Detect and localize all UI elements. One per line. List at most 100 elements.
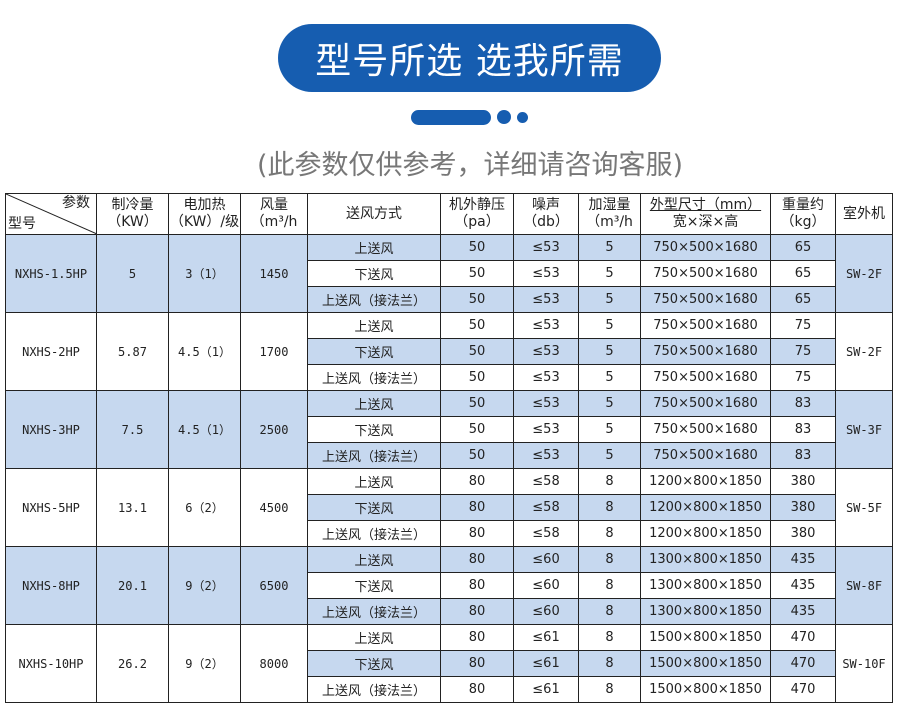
pressure-cell: 80 xyxy=(440,494,514,521)
cooling-cell: 5.87 xyxy=(96,312,169,391)
header-row: 参数 型号 制冷量 （KW） 电加热 （KW）/级 风量 （m³/h 送风方式 机外静… xyxy=(5,193,893,235)
airflow-cell: 8000 xyxy=(240,624,308,703)
size-cell: 750×500×1680 xyxy=(640,286,771,313)
size-cell: 1300×800×1850 xyxy=(640,598,771,625)
noise-cell: ≤53 xyxy=(513,364,579,391)
humid-cell: 5 xyxy=(578,364,641,391)
noise-cell: ≤53 xyxy=(513,416,579,443)
weight-cell: 75 xyxy=(770,312,836,339)
outdoor-unit-cell: SW-2F xyxy=(835,312,893,391)
model-cell: NXHS-10HP xyxy=(5,624,97,703)
humid-cell: 5 xyxy=(578,260,641,287)
noise-cell: ≤53 xyxy=(513,390,579,417)
pressure-cell: 50 xyxy=(440,260,514,287)
humid-cell: 8 xyxy=(578,624,641,651)
model-cell: NXHS-2HP xyxy=(5,312,97,391)
weight-cell: 65 xyxy=(770,286,836,313)
header-weight: 重量约 （kg） xyxy=(770,193,836,235)
airflow-cell: 6500 xyxy=(240,546,308,625)
pressure-cell: 50 xyxy=(440,416,514,443)
noise-cell: ≤53 xyxy=(513,442,579,469)
outdoor-unit-cell: SW-10F xyxy=(835,624,893,703)
supply-mode-cell: 上送风 xyxy=(307,312,441,339)
cooling-cell: 13.1 xyxy=(96,468,169,547)
weight-cell: 380 xyxy=(770,468,836,495)
outdoor-unit-cell: SW-8F xyxy=(835,546,893,625)
humid-cell: 5 xyxy=(578,234,641,261)
supply-mode-cell: 上送风（接法兰） xyxy=(307,442,441,469)
supply-mode-cell: 下送风 xyxy=(307,260,441,287)
humid-cell: 8 xyxy=(578,468,641,495)
supply-mode-cell: 上送风（接法兰） xyxy=(307,364,441,391)
humid-cell: 8 xyxy=(578,572,641,599)
humid-cell: 5 xyxy=(578,338,641,365)
noise-cell: ≤61 xyxy=(513,624,579,651)
airflow-cell: 1700 xyxy=(240,312,308,391)
header-size: 外型尺寸（mm） 宽×深×高 xyxy=(640,193,771,235)
table-row: 上送风（接法兰） 80 ≤61 8 1500×800×1850 470 xyxy=(6,676,893,703)
heating-cell: 9（2） xyxy=(168,546,241,625)
airflow-cell: 1450 xyxy=(240,234,308,313)
airflow-cell: 4500 xyxy=(240,468,308,547)
humid-cell: 5 xyxy=(578,416,641,443)
pressure-cell: 80 xyxy=(440,572,514,599)
weight-cell: 83 xyxy=(770,416,836,443)
supply-mode-cell: 下送风 xyxy=(307,416,441,443)
pressure-cell: 50 xyxy=(440,364,514,391)
size-cell: 750×500×1680 xyxy=(640,234,771,261)
weight-cell: 470 xyxy=(770,624,836,651)
humid-cell: 5 xyxy=(578,442,641,469)
weight-cell: 435 xyxy=(770,546,836,573)
humid-cell: 5 xyxy=(578,390,641,417)
table-row: 上送风（接法兰） 50 ≤53 5 750×500×1680 75 xyxy=(6,364,893,391)
size-cell: 750×500×1680 xyxy=(640,416,771,443)
weight-cell: 470 xyxy=(770,676,836,703)
supply-mode-cell: 上送风 xyxy=(307,234,441,261)
noise-cell: ≤53 xyxy=(513,338,579,365)
noise-cell: ≤53 xyxy=(513,260,579,287)
humid-cell: 8 xyxy=(578,650,641,677)
cooling-cell: 7.5 xyxy=(96,390,169,469)
table-row: 上送风（接法兰） 50 ≤53 5 750×500×1680 83 xyxy=(6,442,893,469)
header-cooling: 制冷量 （KW） xyxy=(96,193,169,235)
table-row: NXHS-8HP 20.1 9（2） 6500 上送风 80 ≤60 8 1300×800×18… xyxy=(5,546,893,625)
supply-mode-cell: 下送风 xyxy=(307,650,441,677)
header-corner: 参数 型号 xyxy=(5,193,97,235)
pressure-cell: 80 xyxy=(440,624,514,651)
supply-mode-cell: 上送风（接法兰） xyxy=(307,676,441,703)
model-cell: NXHS-1.5HP xyxy=(5,234,97,313)
size-cell: 1200×800×1850 xyxy=(640,494,771,521)
title-banner: 型号所选 选我所需 xyxy=(278,24,661,92)
pressure-cell: 80 xyxy=(440,546,514,573)
table-row: NXHS-10HP 26.2 9（2） 8000 上送风 80 ≤61 8 1500×800×1… xyxy=(5,624,893,703)
noise-cell: ≤60 xyxy=(513,598,579,625)
header-noise: 噪声 （db） xyxy=(513,193,579,235)
heating-cell: 9（2） xyxy=(168,624,241,703)
cooling-cell: 26.2 xyxy=(96,624,169,703)
weight-cell: 65 xyxy=(770,234,836,261)
supply-mode-cell: 下送风 xyxy=(307,572,441,599)
heating-cell: 6（2） xyxy=(168,468,241,547)
supply-mode-cell: 下送风 xyxy=(307,338,441,365)
table-row: NXHS-1.5HP 5 3（1） 1450 上送风 50 ≤53 5 750×500×1680… xyxy=(5,234,893,313)
pressure-cell: 80 xyxy=(440,650,514,677)
subtitle: (此参数仅供参考，详细请咨询客服) xyxy=(256,150,684,181)
table-row: NXHS-2HP 5.87 4.5（1） 1700 上送风 50 ≤53 5 750×500×1… xyxy=(5,312,893,391)
supply-mode-cell: 上送风 xyxy=(307,624,441,651)
weight-cell: 435 xyxy=(770,598,836,625)
pressure-cell: 80 xyxy=(440,676,514,703)
size-cell: 750×500×1680 xyxy=(640,312,771,339)
size-cell: 750×500×1680 xyxy=(640,338,771,365)
pressure-cell: 50 xyxy=(440,442,514,469)
supply-mode-cell: 上送风 xyxy=(307,468,441,495)
humid-cell: 8 xyxy=(578,598,641,625)
spec-table: 参数 型号 制冷量 （KW） 电加热 （KW）/级 风量 （m³/h 送风方式 机外静… xyxy=(5,193,893,703)
noise-cell: ≤53 xyxy=(513,234,579,261)
humid-cell: 8 xyxy=(578,520,641,547)
noise-cell: ≤60 xyxy=(513,572,579,599)
table-row: 下送风 50 ≤53 5 750×500×1680 75 xyxy=(6,338,893,365)
header-heating: 电加热 （KW）/级 xyxy=(168,193,241,235)
header-humid: 加湿量 （m³/h xyxy=(578,193,641,235)
pressure-cell: 80 xyxy=(440,598,514,625)
table-row: 下送风 80 ≤61 8 1500×800×1850 470 xyxy=(6,650,893,677)
